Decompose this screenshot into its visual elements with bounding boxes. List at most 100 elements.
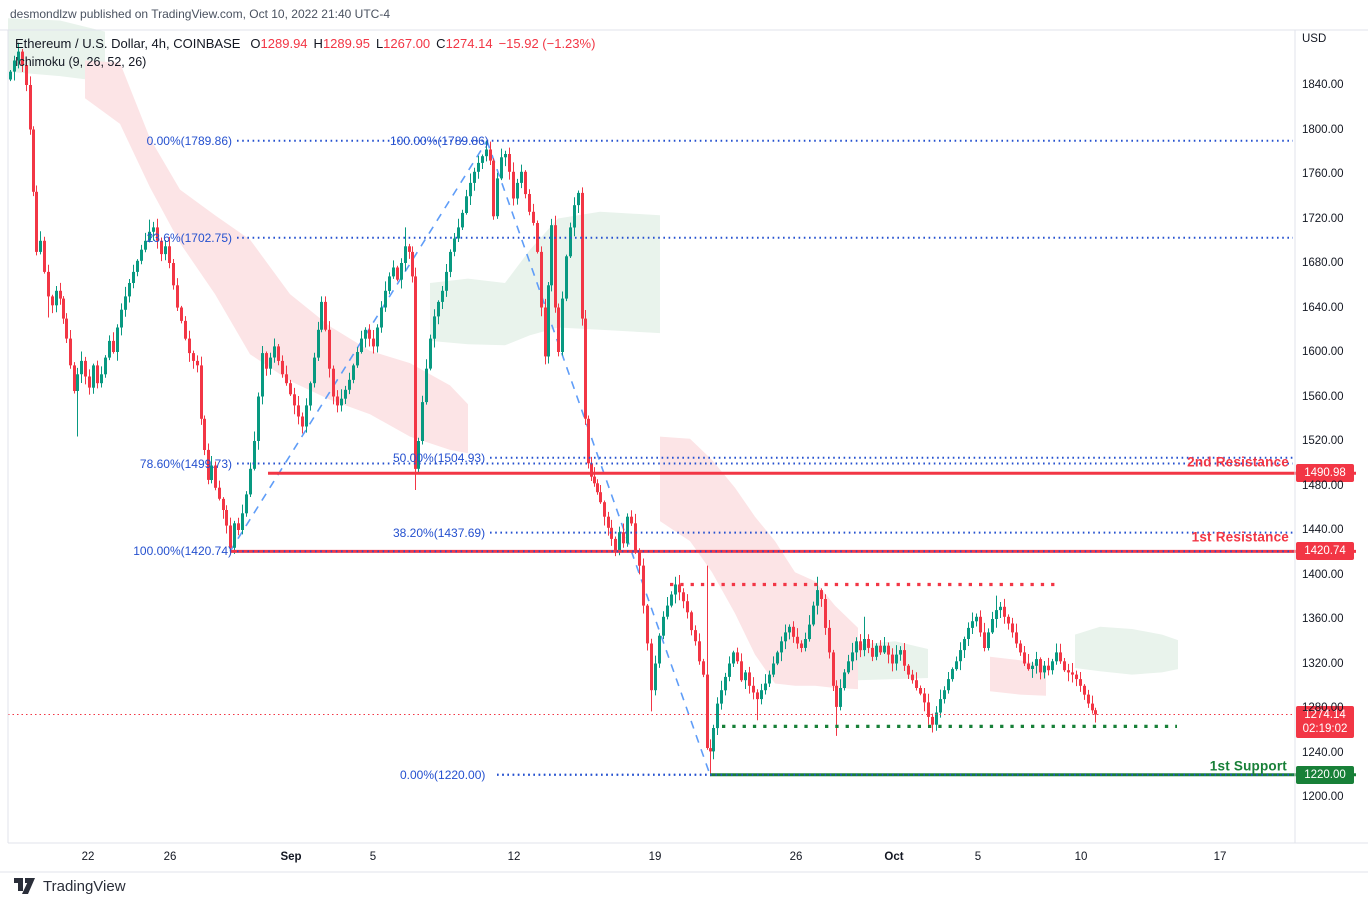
candle [995, 595, 998, 628]
candle [88, 369, 91, 395]
candle [207, 443, 210, 485]
fib-label[interactable]: 23.6%(1702.75) [146, 231, 232, 245]
candle [752, 677, 755, 700]
time-axis-label: 10 [1074, 851, 1088, 863]
candle [875, 643, 878, 661]
candle [843, 669, 846, 691]
label-1st-resistance[interactable]: 1st Resistance [1191, 529, 1289, 545]
candle [565, 254, 568, 302]
candle [356, 347, 359, 368]
fib-label[interactable]: 100.00%(1420.74) [133, 544, 232, 558]
candle [253, 431, 256, 471]
candle [736, 647, 739, 664]
candle [35, 185, 38, 256]
candle [662, 611, 665, 640]
candle [686, 594, 689, 619]
candle [716, 697, 719, 736]
candle [1007, 614, 1010, 630]
candle [1059, 643, 1062, 664]
candle [828, 620, 831, 659]
fib-label[interactable]: 38.20%(1437.69) [393, 526, 486, 540]
candle [508, 147, 511, 180]
candle [943, 686, 946, 704]
published-bar: desmondlzw published on TradingView.com,… [10, 7, 390, 21]
candle [1023, 646, 1026, 667]
candle [1094, 707, 1097, 723]
candle [285, 365, 288, 386]
candle [899, 646, 902, 661]
candle [584, 309, 587, 425]
candle [328, 321, 331, 378]
fib-label[interactable]: 100.00%(1789.86) [390, 134, 489, 148]
candle [164, 239, 167, 261]
candle [55, 286, 58, 313]
candle [73, 362, 76, 394]
candle [561, 291, 564, 356]
candle [895, 645, 898, 671]
candle [13, 55, 16, 81]
price-axis-label: 1200.00 [1302, 791, 1344, 803]
candle [1063, 658, 1066, 672]
tradingview-logo[interactable]: TradingView [14, 877, 126, 895]
candle [955, 656, 958, 671]
fib-trendline[interactable] [486, 140, 711, 776]
fib-label[interactable]: 0.00%(1220.00) [400, 768, 486, 782]
low-label: L [375, 36, 384, 51]
candle [29, 76, 32, 135]
candle [593, 467, 596, 487]
candle [441, 286, 444, 309]
candle [368, 324, 371, 347]
candle [607, 511, 610, 536]
candle [820, 588, 823, 607]
fib-label[interactable]: 78.60%(1499.73) [139, 457, 232, 471]
time-axis-label: Sep [280, 851, 302, 863]
candle [144, 232, 147, 253]
candle [324, 296, 327, 332]
candle [1027, 654, 1030, 671]
ichimoku-cloud-green [430, 211, 660, 346]
candle [919, 685, 922, 696]
time-axis-label: Oct [884, 851, 904, 863]
price-axis-label: 1680.00 [1302, 257, 1344, 269]
fib-trendline[interactable] [229, 140, 488, 552]
candle [824, 594, 827, 635]
candle [465, 189, 468, 215]
candle [590, 456, 593, 481]
candle [712, 724, 715, 760]
candle [140, 244, 143, 265]
candle [320, 296, 323, 333]
candle [477, 155, 480, 179]
candle [492, 158, 495, 220]
candle [536, 220, 539, 254]
candle [233, 520, 236, 554]
chart-legend[interactable]: Ethereum / U.S. Dollar, 4h, COINBASE O128… [15, 36, 595, 51]
candle [963, 636, 966, 659]
candle [245, 491, 248, 517]
candle [991, 611, 994, 635]
candle [461, 209, 464, 230]
candle [935, 706, 938, 731]
candle [21, 49, 24, 72]
candle [951, 667, 954, 682]
candle [792, 621, 795, 643]
candle [222, 497, 225, 519]
candle [9, 69, 12, 82]
candle [400, 258, 403, 289]
candle [987, 628, 990, 651]
candle [622, 523, 625, 548]
indicator-label[interactable]: Ichimoku (9, 26, 52, 26) [15, 55, 147, 69]
candle [132, 264, 135, 289]
label-1st-support[interactable]: 1st Support [1209, 758, 1287, 774]
candle [384, 281, 387, 312]
label-2nd-resistance[interactable]: 2nd Resistance [1187, 454, 1289, 470]
fib-label[interactable]: 0.00%(1789.86) [146, 134, 232, 148]
candle [1039, 657, 1042, 680]
time-axis-label: 26 [163, 851, 177, 863]
fib-label[interactable]: 50.00%(1504.93) [393, 451, 486, 465]
candle [674, 576, 677, 604]
candle [1047, 657, 1050, 676]
candle [596, 479, 599, 495]
candle [289, 379, 292, 396]
price-axis-label: 1760.00 [1302, 168, 1344, 180]
